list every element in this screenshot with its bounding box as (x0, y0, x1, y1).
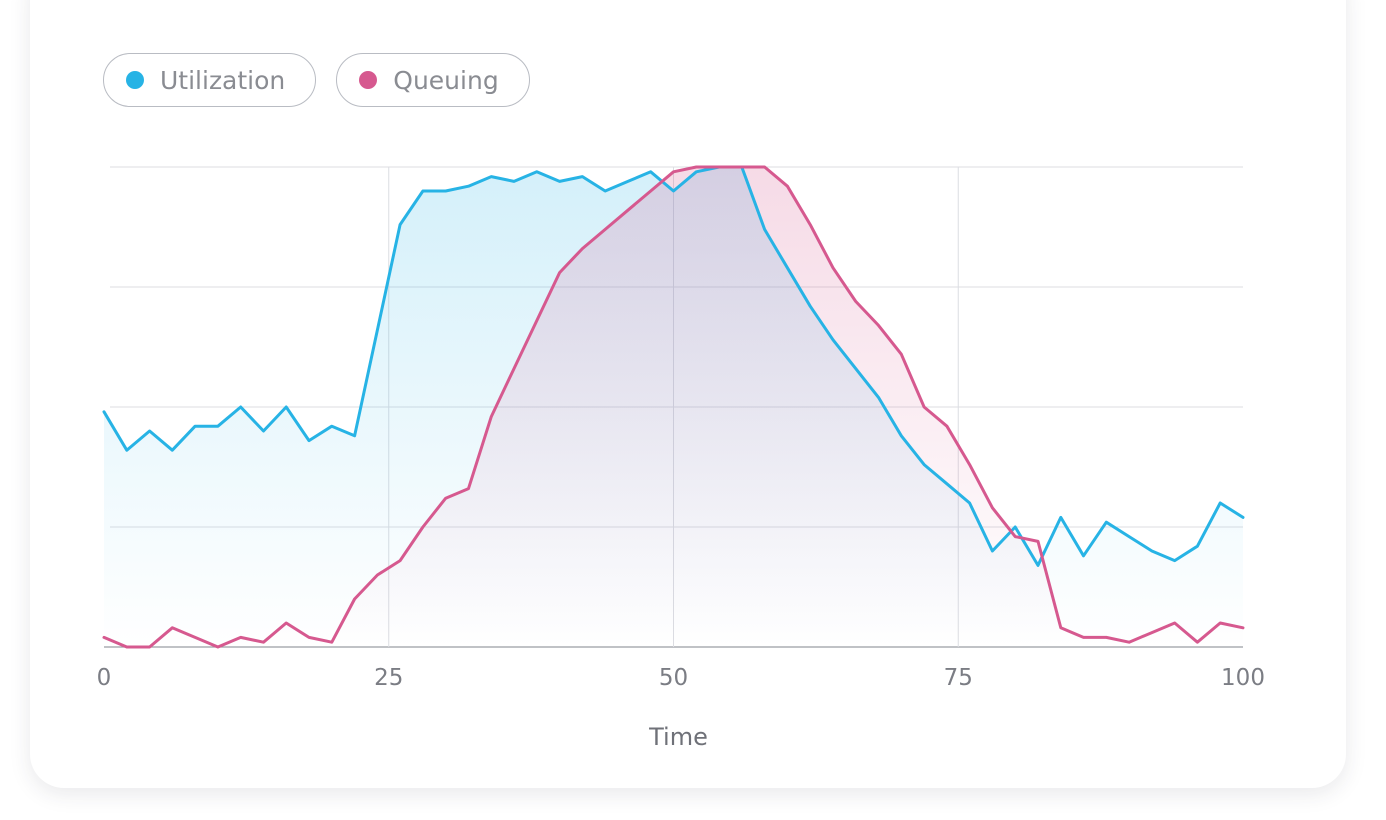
legend: Utilization Queuing (103, 53, 530, 107)
legend-label-queuing: Queuing (393, 65, 499, 95)
utilization-line (102, 165, 1245, 567)
queuing-dot-icon (359, 71, 378, 89)
utilization-dot-icon (126, 71, 144, 89)
x-tick-label: 75 (944, 665, 973, 691)
queuing-line (102, 165, 1245, 649)
x-tick-label: 0 (97, 665, 112, 691)
x-tick-label: 25 (374, 665, 403, 691)
x-tick-label: 100 (1221, 665, 1265, 691)
legend-item-queuing[interactable]: Queuing (336, 53, 530, 107)
legend-label-utilization: Utilization (160, 65, 286, 95)
x-axis-title: Time (648, 723, 708, 751)
x-axis-ticks: 0 25 50 75 100 (97, 665, 1265, 691)
legend-item-utilization[interactable]: Utilization (103, 53, 317, 107)
series-areas (104, 167, 1243, 647)
x-tick-label: 50 (659, 665, 688, 691)
series-lines (102, 165, 1245, 649)
queuing-area (104, 167, 1243, 647)
